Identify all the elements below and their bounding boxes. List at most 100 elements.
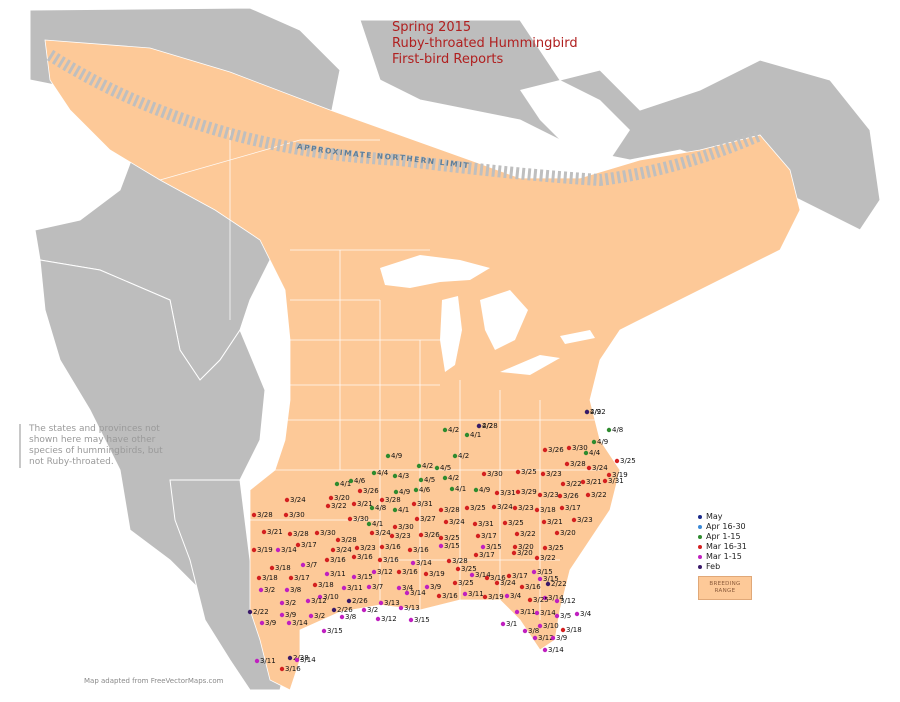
report-dot	[512, 544, 518, 550]
report-date-label: 3/11	[330, 570, 346, 578]
report-dot	[481, 471, 487, 477]
report-date-label: 4/1	[398, 506, 409, 514]
report-dot	[511, 550, 517, 556]
report-date-label: 3/8	[528, 627, 539, 635]
report-date-label: 3/16	[330, 556, 346, 564]
report-date-label: 3/9	[265, 619, 276, 627]
report-dot	[279, 612, 285, 618]
legend-item-apr-1-15: Apr 1-15	[698, 532, 752, 542]
report-dot	[312, 582, 318, 588]
report-date-label: 3/18	[566, 626, 582, 634]
report-date-label: 3/15	[327, 627, 343, 635]
report-date-label: 2/22	[551, 580, 567, 588]
report-date-label: 3/18	[262, 574, 278, 582]
legend-label: Apr 1-15	[706, 532, 741, 541]
legend-dot	[698, 535, 702, 539]
report-dot	[502, 520, 508, 526]
report-dot	[418, 532, 424, 538]
map-title: Spring 2015 Ruby-throated Hummingbird Fi…	[392, 20, 578, 68]
report-dot	[317, 594, 323, 600]
report-dot	[325, 503, 331, 509]
report-dot	[542, 447, 548, 453]
report-date-label: 4/9	[391, 452, 402, 460]
report-date-label: 4/4	[377, 469, 389, 477]
title-line-3: First-bird Reports	[392, 52, 504, 67]
report-dot	[531, 569, 537, 575]
report-dot	[515, 469, 521, 475]
report-date-label: 3/17	[294, 574, 310, 582]
report-date-label: 3/2	[285, 599, 296, 607]
report-date-label: 3/25	[548, 544, 564, 552]
report-date-label: 3/23	[543, 491, 559, 499]
report-date-label: 3/30	[572, 444, 588, 452]
report-dot	[392, 507, 398, 513]
report-date-label: 4/2	[458, 452, 469, 460]
report-dot	[514, 609, 520, 615]
report-dot	[591, 439, 597, 445]
report-dot	[408, 617, 414, 623]
report-date-label: 2/26	[352, 597, 368, 605]
report-dot	[452, 453, 458, 459]
report-dot	[357, 488, 363, 494]
report-date-label: 3/29	[521, 488, 537, 496]
report-date-label: 3/16	[385, 543, 401, 551]
report-date-label: 3/9	[430, 583, 441, 591]
report-date-label: 3/22	[566, 480, 582, 488]
report-dot	[366, 521, 372, 527]
report-date-label: 3/21	[547, 518, 563, 526]
report-date-label: 3/14	[475, 571, 491, 579]
report-dot	[361, 607, 367, 613]
report-dot	[534, 555, 540, 561]
report-dot	[586, 465, 592, 471]
report-date-label: 4/2	[448, 426, 459, 434]
report-dot	[542, 595, 548, 601]
report-dot	[527, 597, 533, 603]
report-date-label: 2/28	[293, 654, 309, 662]
report-date-label: 3/16	[525, 583, 541, 591]
report-date-label: 4/2	[482, 422, 493, 430]
report-dot	[294, 657, 300, 663]
report-dot	[491, 504, 497, 510]
report-date-label: 4/3	[398, 472, 409, 480]
report-dot	[414, 516, 420, 522]
report-dot	[308, 613, 314, 619]
report-dot	[469, 572, 475, 578]
report-date-label: 4/8	[612, 426, 623, 434]
report-dot	[537, 576, 543, 582]
report-dot	[393, 489, 399, 495]
report-dot	[602, 478, 608, 484]
report-date-label: 3/31	[608, 477, 624, 485]
report-date-label: 3/24	[497, 503, 513, 511]
report-date-label: 3/31	[500, 489, 516, 497]
report-date-label: 3/20	[517, 549, 533, 557]
report-dot	[585, 492, 591, 498]
report-dot	[434, 465, 440, 471]
report-dot	[560, 481, 566, 487]
report-dot	[424, 584, 430, 590]
report-date-label: 3/22	[540, 554, 556, 562]
report-date-label: 3/22	[520, 530, 536, 538]
report-dot	[279, 600, 285, 606]
report-date-label: 3/25	[533, 596, 549, 604]
report-dot	[375, 616, 381, 622]
report-date-label: 3/4	[402, 584, 414, 592]
report-dot	[369, 530, 375, 536]
report-dot	[389, 533, 395, 539]
report-date-label: 3/23	[518, 504, 534, 512]
report-dot	[314, 530, 320, 536]
report-dot	[251, 547, 257, 553]
report-dot	[566, 445, 572, 451]
range-label-2: RANGE	[714, 588, 736, 594]
report-date-label: 3/8	[290, 586, 301, 594]
report-date-label: 3/26	[424, 531, 440, 539]
report-dot	[438, 535, 444, 541]
report-dot	[494, 490, 500, 496]
report-date-label: 3/30	[289, 511, 305, 519]
report-dot	[500, 621, 506, 627]
report-dot	[286, 620, 292, 626]
report-date-label: 3/30	[353, 515, 369, 523]
report-date-label: 3/11	[347, 584, 363, 592]
report-dot	[295, 542, 301, 548]
report-date-label: 3/16	[402, 568, 418, 576]
report-dot	[472, 521, 478, 527]
